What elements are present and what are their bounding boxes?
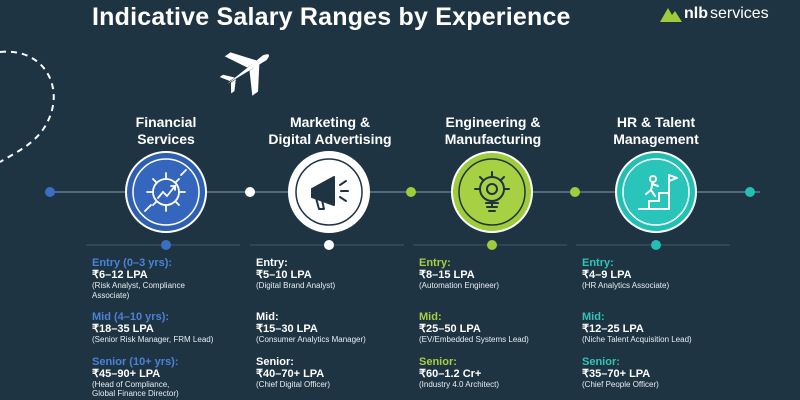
hr-icon-badge [615, 151, 697, 233]
column-marker-dot [487, 240, 497, 250]
salary-range: ₹35–70+ LPA [582, 367, 651, 380]
airplane-icon [219, 52, 270, 96]
role-text: (Risk Analyst, Compliance [92, 281, 185, 290]
stairs-flag-icon [615, 151, 697, 233]
column-marker-dot [161, 240, 171, 250]
column-title-marketing: Marketing & Digital Advertising [250, 114, 410, 148]
role-text: (Consumer Analytics Manager) [256, 335, 366, 344]
level-label: Mid: [419, 311, 442, 323]
column-title-line: HR & Talent [616, 114, 696, 130]
marketing-details: Entry: ₹5–10 LPA (Digital Brand Analyst)… [256, 257, 416, 389]
level-label: Senior: [256, 355, 294, 368]
timeline-dot [245, 187, 255, 197]
hr-details: Entry: ₹4–9 LPA (HR Analytics Associate)… [582, 257, 742, 389]
column-title-line: Engineering & [445, 114, 541, 130]
engineering-icon-badge [451, 151, 533, 233]
role-text: (Niche Talent Acquisition Lead) [582, 335, 692, 344]
column-title-line: Digital Advertising [268, 131, 392, 147]
financial-icon-badge [125, 151, 207, 233]
role-text: (Chief Digital Officer) [256, 379, 331, 389]
lightbulb-gear-icon [451, 151, 533, 233]
role-text: (Digital Brand Analyst) [256, 281, 336, 290]
column-title-line: Manufacturing [444, 131, 542, 147]
level-label: Entry: [582, 257, 614, 269]
salary-range: ₹18–35 LPA [92, 323, 154, 335]
salary-range: ₹40–70+ LPA [256, 367, 325, 380]
role-text: Associate) [92, 290, 130, 300]
level-label: Entry: [419, 257, 451, 269]
brand-mark-icon [660, 8, 682, 22]
column-marker-dot [324, 240, 334, 250]
column-title-engineering: Engineering & Manufacturing [413, 114, 573, 148]
column-title-hr: HR & Talent Management [576, 114, 736, 148]
salary-range: ₹25–50 LPA [419, 323, 481, 335]
salary-range: ₹60–1.2 Cr+ [419, 367, 482, 380]
salary-range: ₹45–90+ LPA [92, 367, 161, 380]
level-label: Entry (0–3 yrs): [92, 257, 173, 269]
role-text: (Head of Compliance, [92, 379, 170, 389]
brand-logo: nlb services [660, 3, 769, 25]
salary-range: ₹4–9 LPA [582, 269, 632, 281]
brand-prefix: nlb [684, 5, 708, 22]
level-label: Mid: [582, 311, 605, 323]
column-title-financial: Financial Services [86, 114, 246, 148]
timeline-dot [570, 187, 580, 197]
role-text: (EV/Embedded Systems Lead) [419, 335, 529, 344]
level-label: Senior: [582, 355, 620, 368]
salary-range: ₹8–15 LPA [419, 269, 475, 281]
page-title: Indicative Salary Ranges by Experience [92, 3, 571, 31]
role-text: (Chief People Officer) [582, 379, 659, 389]
timeline [45, 187, 760, 250]
marketing-icon-badge [288, 151, 370, 233]
column-title-line: Services [137, 131, 195, 147]
salary-range: ₹5–10 LPA [256, 269, 312, 281]
role-text: (HR Analytics Associate) [582, 281, 670, 290]
engineering-details: Entry: ₹8–15 LPA (Automation Engineer) M… [419, 257, 579, 389]
timeline-dot [45, 187, 55, 197]
column-marker-dot [651, 240, 661, 250]
level-label: Senior (10+ yrs): [92, 355, 179, 368]
level-label: Mid (4–10 yrs): [92, 311, 170, 323]
financial-details: Entry (0–3 yrs): ₹6–12 LPA (Risk Analyst… [92, 257, 252, 399]
column-title-line: Management [613, 131, 699, 147]
level-label: Entry: [256, 257, 288, 269]
timeline-dot [745, 187, 755, 197]
salary-range: ₹6–12 LPA [92, 269, 148, 281]
gear-chart-icon [125, 151, 207, 233]
role-text: (Industry 4.0 Architect) [419, 379, 500, 389]
level-label: Senior: [419, 355, 457, 368]
brand-suffix: services [710, 5, 769, 22]
role-text: (Senior Risk Manager, FRM Lead) [92, 335, 214, 344]
salary-range: ₹12–25 LPA [582, 323, 644, 335]
timeline-dot [406, 187, 416, 197]
salary-range: ₹15–30 LPA [256, 323, 318, 335]
role-text: (Automation Engineer) [419, 281, 500, 290]
column-title-line: Marketing & [289, 114, 371, 130]
column-title-line: Financial [135, 114, 197, 130]
megaphone-icon [288, 151, 370, 233]
level-label: Mid: [256, 311, 279, 323]
role-text: Global Finance Director) [92, 389, 179, 398]
dashed-flight-path [0, 50, 55, 163]
